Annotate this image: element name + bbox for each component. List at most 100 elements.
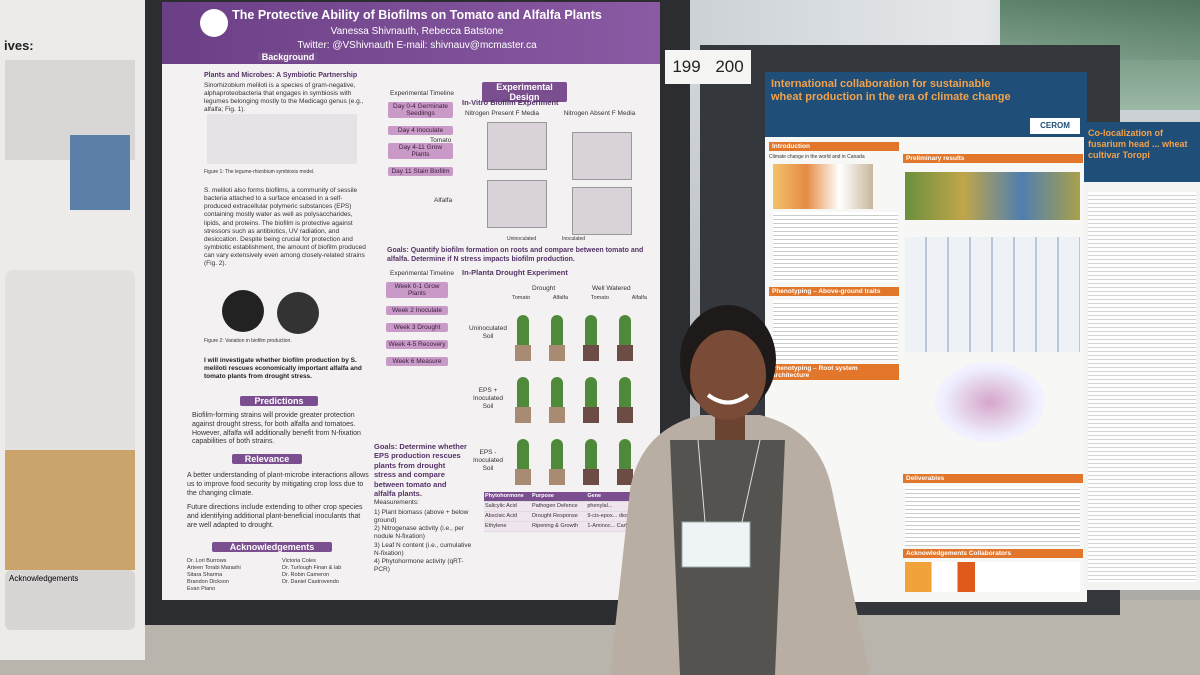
paragraph: S. meliloti also forms biofilms, a commu… <box>204 187 366 268</box>
row-label: Tomato <box>430 137 452 144</box>
row-label: EPS + Inoculated Soil <box>473 387 503 411</box>
plant <box>585 377 597 407</box>
poster-header <box>162 2 660 64</box>
main-poster: The Protective Ability of Biofilms on To… <box>162 2 660 600</box>
well-plate <box>572 187 632 235</box>
plant <box>517 377 529 407</box>
caption: Figure 1: The legume-rhizobium symbiosis… <box>204 169 315 175</box>
column-label: Tomato <box>590 295 609 301</box>
section-heading: Acknowledgements Collaborators <box>903 549 1083 558</box>
section-heading: Preliminary results <box>903 154 1083 163</box>
logo <box>200 9 228 37</box>
plant-pot <box>583 469 599 485</box>
timeline-step: Week 0-1 Grow Plants <box>386 282 448 298</box>
plant-pot <box>549 469 565 485</box>
plant <box>551 315 563 345</box>
lanyard <box>697 439 706 523</box>
timeline-title: Experimental Timeline <box>390 90 454 97</box>
plant <box>517 315 529 345</box>
face <box>690 330 766 420</box>
plant-pot <box>617 345 633 361</box>
name: Dr. Lori Burrows <box>187 558 227 564</box>
plant <box>619 439 631 469</box>
plant <box>585 439 597 469</box>
poster-title: International collaboration for sustaina… <box>771 78 1011 104</box>
timeline: Day 0-4 Germinate Seedlings Day 4 Inocula… <box>388 102 453 176</box>
paragraph: A better understanding of plant-microbe … <box>187 472 369 497</box>
measurement: 3) Leaf N content (i.e., cumulative N-fi… <box>374 541 472 557</box>
measurements-list: 1) Plant biomass (above + below ground) 2… <box>374 509 474 574</box>
boxplot-figure <box>905 237 1080 352</box>
condition-label: Drought <box>532 285 556 292</box>
paragraph: Sinorhizobium meliloti is a species of g… <box>204 82 364 114</box>
header-cell: Gene <box>586 492 659 502</box>
table-row: Abscisic Acid Drought Response 9-cis-epox.… <box>484 511 659 522</box>
paragraph: Biofilm-forming strains will provide gre… <box>192 412 361 446</box>
plant-pot <box>583 407 599 423</box>
timeline-step: Week 4-5 Recovery <box>386 340 448 349</box>
subheading: In-Planta Drought Experiment <box>462 268 568 277</box>
poster-header <box>1084 122 1200 182</box>
figure <box>773 164 873 209</box>
table-row: Ethylene Ripening & Growth 1-Aminoc... Car… <box>484 521 659 532</box>
table-cell: phenylal... <box>586 501 659 512</box>
timeline-step: Week 6 Measure <box>386 357 448 366</box>
well-plate <box>487 122 547 170</box>
highlight-block <box>5 450 135 570</box>
section-heading: Deliverables <box>903 474 1083 483</box>
section-heading: Introduction <box>769 142 899 151</box>
section-heading: Experimental Design <box>482 82 567 102</box>
measurement: 2) Nitrogenase activity (i.e., per nodul… <box>374 525 464 541</box>
board-number: 199 <box>672 57 701 76</box>
fragment: ives: <box>4 38 34 53</box>
name: Sitara Sharma <box>187 571 223 578</box>
far-right-poster: Co-localization of fusarium head ... whe… <box>1084 122 1200 590</box>
timeline: Week 0-1 Grow Plants Week 2 Inoculate Week… <box>386 282 448 366</box>
petri-dish <box>222 290 264 332</box>
table-cell: Pathogen Defence <box>530 501 587 512</box>
poster-title: The Protective Ability of Biofilms on To… <box>232 8 602 22</box>
column-label: Tomato <box>512 295 531 301</box>
condition-label: Well Watered <box>592 285 631 292</box>
name: Arteen Torabi Marashi <box>187 564 241 571</box>
subheading: Climate change in the world and in Canad… <box>769 154 865 160</box>
field-photos <box>905 172 1080 220</box>
row-label: EPS - Inoculated Soil <box>473 449 503 473</box>
row-label: Alfalfa <box>434 197 453 204</box>
row-label: Uninoculated Soil <box>469 325 507 341</box>
measurement: 1) Plant biomass (above + below ground) <box>374 509 469 525</box>
root-figure <box>935 362 1045 442</box>
timeline-title: Experimental Timeline <box>390 270 454 277</box>
table-cell: 1-Aminoc... Carboxyl... <box>586 521 659 532</box>
plant-pot <box>549 407 565 423</box>
sponsor-logos <box>905 562 1080 592</box>
name-badge <box>681 521 751 568</box>
section-heading: Relevance <box>232 454 302 464</box>
paragraph: Future directions include extending to o… <box>187 504 363 529</box>
table-cell: Ethylene <box>484 521 531 532</box>
soil-row: Uninoculated Soil <box>467 307 652 365</box>
text-block <box>905 486 1080 546</box>
plant-pot <box>583 345 599 361</box>
poster-contact: Twitter: @VShivnauth E-mail: shivnauv@mc… <box>297 40 537 51</box>
section-heading: Phenotyping – Above-ground traits <box>769 287 899 296</box>
timeline-step: Week 2 Inoculate <box>386 306 448 315</box>
header-cell: Purpose <box>530 492 587 502</box>
text-block <box>1088 192 1196 582</box>
goal: Goals: Determine whether EPS production … <box>374 442 467 498</box>
plant-pot <box>617 407 633 423</box>
legend-label: Uninoculated <box>507 236 537 242</box>
legend-label: Inoculated <box>562 236 586 242</box>
plant-grid: Uninoculated Soil EPS + Inoculated Soil EP… <box>467 307 652 487</box>
figure <box>207 114 357 164</box>
plant <box>551 377 563 407</box>
subheading: In-Vitro Biofilm Experiment <box>462 98 559 107</box>
timeline-step: Day 4 Inoculate <box>388 126 453 135</box>
caption: Figure 2: Variation in biofilm productio… <box>204 338 292 344</box>
measurements-title: Measurements: <box>374 499 419 506</box>
text-block <box>773 300 898 360</box>
table-cell: Drought Response <box>530 511 587 522</box>
subheading: Plants and Microbes: A Symbiotic Partner… <box>204 72 358 79</box>
plant <box>619 377 631 407</box>
left-poster: ives: Acknowledgements <box>0 0 145 660</box>
